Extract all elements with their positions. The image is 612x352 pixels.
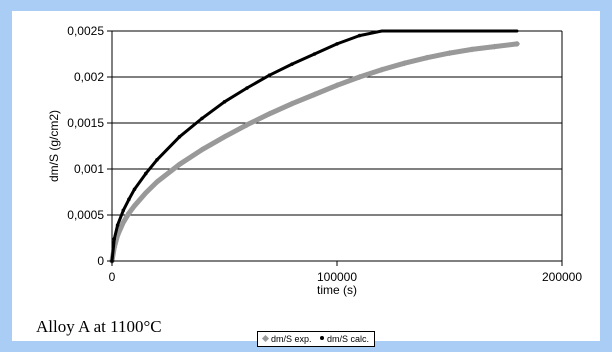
point-exp-20 (446, 50, 453, 57)
y-axis-label: dm/S (g/cm2) (47, 110, 61, 182)
tick-labels: 0 0,0005 0,001 0,0015 0,002 0,0025 0 100000 2000… (67, 24, 582, 284)
point-calc-14 (312, 52, 317, 56)
chart-svg: 0 0,0005 0,001 0,0015 0,002 0,0025 0 100000 2000… (47, 24, 582, 297)
point-exp-6 (142, 189, 149, 196)
legend-diamond-marker (261, 334, 270, 343)
y-tick-label-0: 0 (97, 254, 104, 268)
point-calc-10 (222, 100, 227, 104)
legend-label-exp: dm/S exp. (271, 334, 312, 344)
y-tick-label-4: 0,002 (74, 70, 104, 84)
point-calc-11 (245, 86, 249, 90)
chart-annotation: Alloy A at 1100°C (36, 317, 162, 336)
legend-label-calc: dm/S calc. (327, 334, 370, 344)
point-exp-23 (514, 40, 520, 47)
point-exp-3 (120, 219, 127, 226)
point-exp-22 (491, 43, 498, 50)
x-axis-label: time (s) (317, 283, 357, 297)
point-calc-9 (200, 116, 204, 121)
point-calc-2 (115, 223, 120, 227)
point-calc-6 (143, 171, 148, 176)
legend-item-calc: dm/S calc. (320, 333, 369, 345)
x-tick-label-2: 200000 (542, 270, 582, 284)
point-exp-13 (289, 100, 295, 107)
series-line-0 (109, 41, 520, 264)
point-exp-8 (176, 161, 183, 168)
legend-item-exp: dm/S exp. (261, 333, 312, 345)
y-tick-label-1: 0,0005 (67, 208, 104, 222)
point-exp-10 (221, 133, 228, 140)
point-calc-8 (177, 135, 182, 139)
y-tick-label-5: 0,0025 (67, 24, 104, 38)
point-exp-16 (356, 74, 363, 80)
point-exp-9 (199, 146, 205, 153)
point-calc-1 (112, 237, 117, 241)
series-layer (109, 29, 520, 264)
point-calc-3 (121, 208, 126, 213)
legend: dm/S exp. dm/S calc. (257, 331, 376, 347)
x-tick-label-1: 100000 (317, 270, 357, 284)
y-tick-label-2: 0,001 (74, 162, 104, 176)
point-exp-11 (244, 121, 250, 128)
chart-frame: 0 0,0005 0,001 0,0015 0,002 0,0025 0 100000 2000… (12, 11, 600, 347)
point-calc-13 (290, 62, 294, 66)
point-exp-15 (334, 82, 340, 89)
point-calc-15 (335, 42, 339, 46)
point-exp-14 (311, 91, 318, 98)
point-exp-17 (379, 66, 385, 73)
point-calc-5 (132, 187, 137, 192)
gridlines (112, 30, 562, 216)
point-calc-12 (267, 73, 272, 77)
y-tick-label-3: 0,0015 (67, 116, 104, 130)
point-calc-4 (127, 197, 131, 202)
point-exp-18 (401, 60, 408, 67)
point-exp-19 (424, 54, 430, 61)
point-calc-16 (357, 33, 362, 38)
point-exp-21 (469, 46, 475, 53)
series-line-1 (110, 29, 519, 263)
point-exp-5 (131, 202, 138, 209)
axes (107, 30, 563, 266)
point-exp-4 (125, 210, 132, 217)
legend-dot-marker (320, 336, 325, 340)
point-exp-12 (266, 110, 273, 117)
point-exp-7 (154, 178, 160, 185)
x-tick-label-0: 0 (109, 270, 116, 284)
point-calc-7 (155, 158, 159, 162)
